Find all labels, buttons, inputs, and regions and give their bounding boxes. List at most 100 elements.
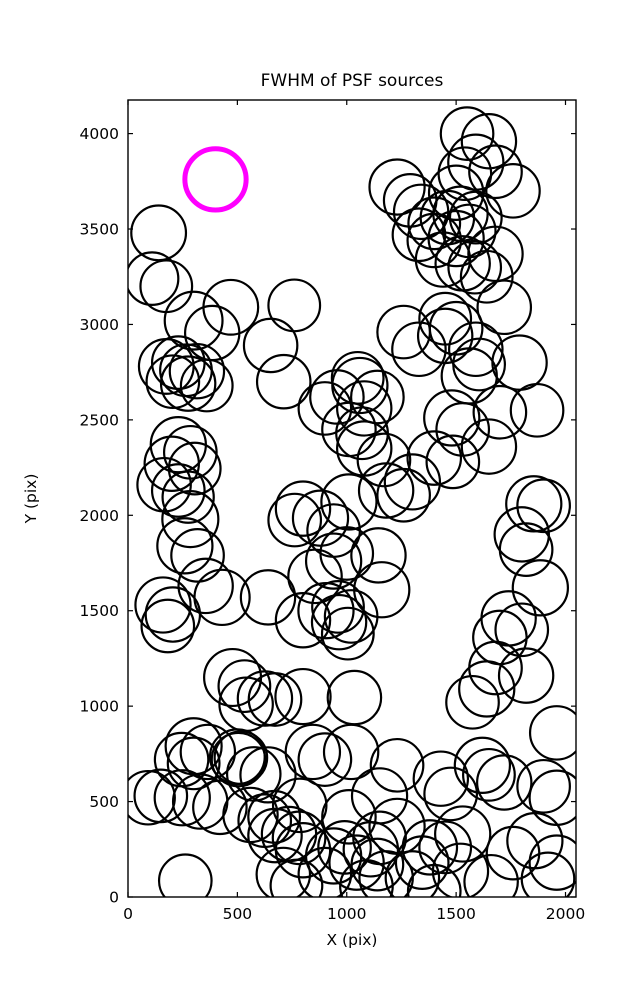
psf-source-circle: [304, 532, 363, 590]
psf-source-circle: [309, 369, 365, 425]
psf-source-circle: [170, 528, 225, 583]
psf-source-circle: [467, 225, 524, 283]
y-tick-label: 3000: [80, 316, 119, 334]
psf-source-circle: [412, 750, 470, 807]
psf-source-circle: [310, 593, 368, 651]
psf-source-circle: [317, 820, 372, 875]
psf-source-circle: [145, 354, 201, 410]
psf-source-circle: [128, 769, 176, 826]
psf-source-circle: [255, 353, 312, 410]
psf-source-circle: [350, 527, 407, 584]
psf-source-circle: [463, 853, 519, 897]
psf-source-circle: [297, 381, 353, 436]
psf-source-circle: [239, 746, 297, 804]
psf-source-circle: [284, 723, 342, 781]
psf-source-circle: [384, 850, 441, 897]
psf-source-circle: [356, 432, 412, 488]
psf-source-circle: [434, 805, 492, 863]
psf-source-circle: [192, 779, 248, 836]
psf-source-circle: [193, 568, 251, 627]
psf-source-circle: [330, 350, 385, 405]
psf-source-circle: [143, 435, 200, 492]
chart-title: FWHM of PSF sources: [261, 71, 444, 91]
psf-source-circle: [179, 358, 234, 413]
psf-source-circle: [485, 163, 541, 219]
x-tick-label: 0: [123, 905, 133, 923]
psf-source-circle: [418, 820, 473, 875]
psf-source-circle: [267, 492, 323, 548]
psf-source-circle: [322, 723, 380, 781]
psf-source-circle: [320, 473, 378, 531]
series-reference-circle: [182, 146, 249, 213]
psf-source-circle: [159, 355, 217, 412]
x-axis: 0 500 1000 1500 2000: [123, 100, 585, 923]
psf-source-circle: [406, 863, 462, 897]
psf-source-circle: [505, 475, 563, 533]
psf-source-circle: [350, 767, 409, 825]
y-tick-label: 2500: [80, 411, 119, 429]
psf-source-circle: [133, 768, 189, 824]
psf-source-circle: [297, 846, 353, 897]
psf-source-circle: [157, 853, 213, 897]
psf-source-circle: [425, 434, 481, 490]
psf-source-circle: [392, 183, 450, 241]
psf-source-circle: [156, 517, 214, 575]
psf-source-circle: [476, 754, 533, 811]
psf-source-circle: [236, 670, 294, 727]
psf-source-circle: [447, 239, 503, 295]
x-tick-label: 2000: [546, 905, 585, 923]
psf-source-circle: [217, 659, 272, 714]
psf-source-circle: [493, 506, 550, 563]
psf-source-circle: [336, 420, 393, 477]
psf-source-circle: [271, 810, 327, 866]
psf-source-circle: [516, 758, 571, 814]
y-tick-label: 3500: [80, 221, 119, 239]
psf-source-circle: [423, 766, 479, 822]
psf-source-circle: [406, 430, 463, 486]
psf-source-circle: [150, 463, 206, 518]
psf-source-circle: [520, 851, 576, 897]
y-axis: 0 500 1000 1500 2000 2500 3000 3500 4000: [80, 125, 576, 907]
psf-source-circle: [153, 769, 211, 827]
series-psf-sources: [128, 106, 576, 897]
psf-source-circle: [423, 389, 481, 447]
psf-source-circle: [247, 807, 303, 864]
psf-source-circle: [167, 441, 222, 496]
psf-source-circle: [460, 112, 518, 170]
psf-source-circle: [448, 190, 503, 245]
psf-source-circle: [498, 522, 554, 578]
psf-source-circle: [368, 158, 426, 216]
psf-source-circle: [350, 369, 405, 425]
psf-source-circle: [320, 606, 375, 661]
psf-source-circle: [297, 732, 353, 787]
psf-source-circle: [311, 579, 365, 634]
y-tick-label: 500: [89, 793, 119, 811]
psf-source-circle: [130, 204, 188, 262]
psf-source-circle: [376, 304, 431, 360]
psf-source-circle: [274, 822, 332, 879]
psf-source-circle: [458, 660, 516, 718]
psf-source-circle: [210, 731, 267, 788]
y-tick-label: 4000: [80, 125, 119, 143]
y-axis-label: Y (pix): [22, 474, 40, 525]
psf-source-circle: [528, 834, 576, 891]
psf-source-circle: [140, 598, 196, 654]
psf-source-circle: [242, 317, 299, 374]
psf-source-circle: [407, 196, 462, 251]
psf-source-circle: [321, 789, 377, 845]
x-tick-label: 500: [223, 905, 253, 923]
psf-source-circle: [448, 321, 504, 378]
psf-source-circle: [445, 674, 500, 730]
psf-source-circle: [516, 478, 571, 534]
psf-source-circle: [414, 231, 472, 288]
reference-fwhm-circle: [182, 146, 249, 213]
psf-source-circle: [437, 146, 493, 202]
psf-source-circle: [439, 106, 495, 161]
x-axis-label: X (pix): [327, 931, 378, 949]
psf-source-circle: [274, 667, 332, 726]
x-tick-label: 1000: [327, 905, 366, 923]
psf-source-circle: [509, 382, 565, 438]
psf-source-circle: [168, 342, 226, 400]
